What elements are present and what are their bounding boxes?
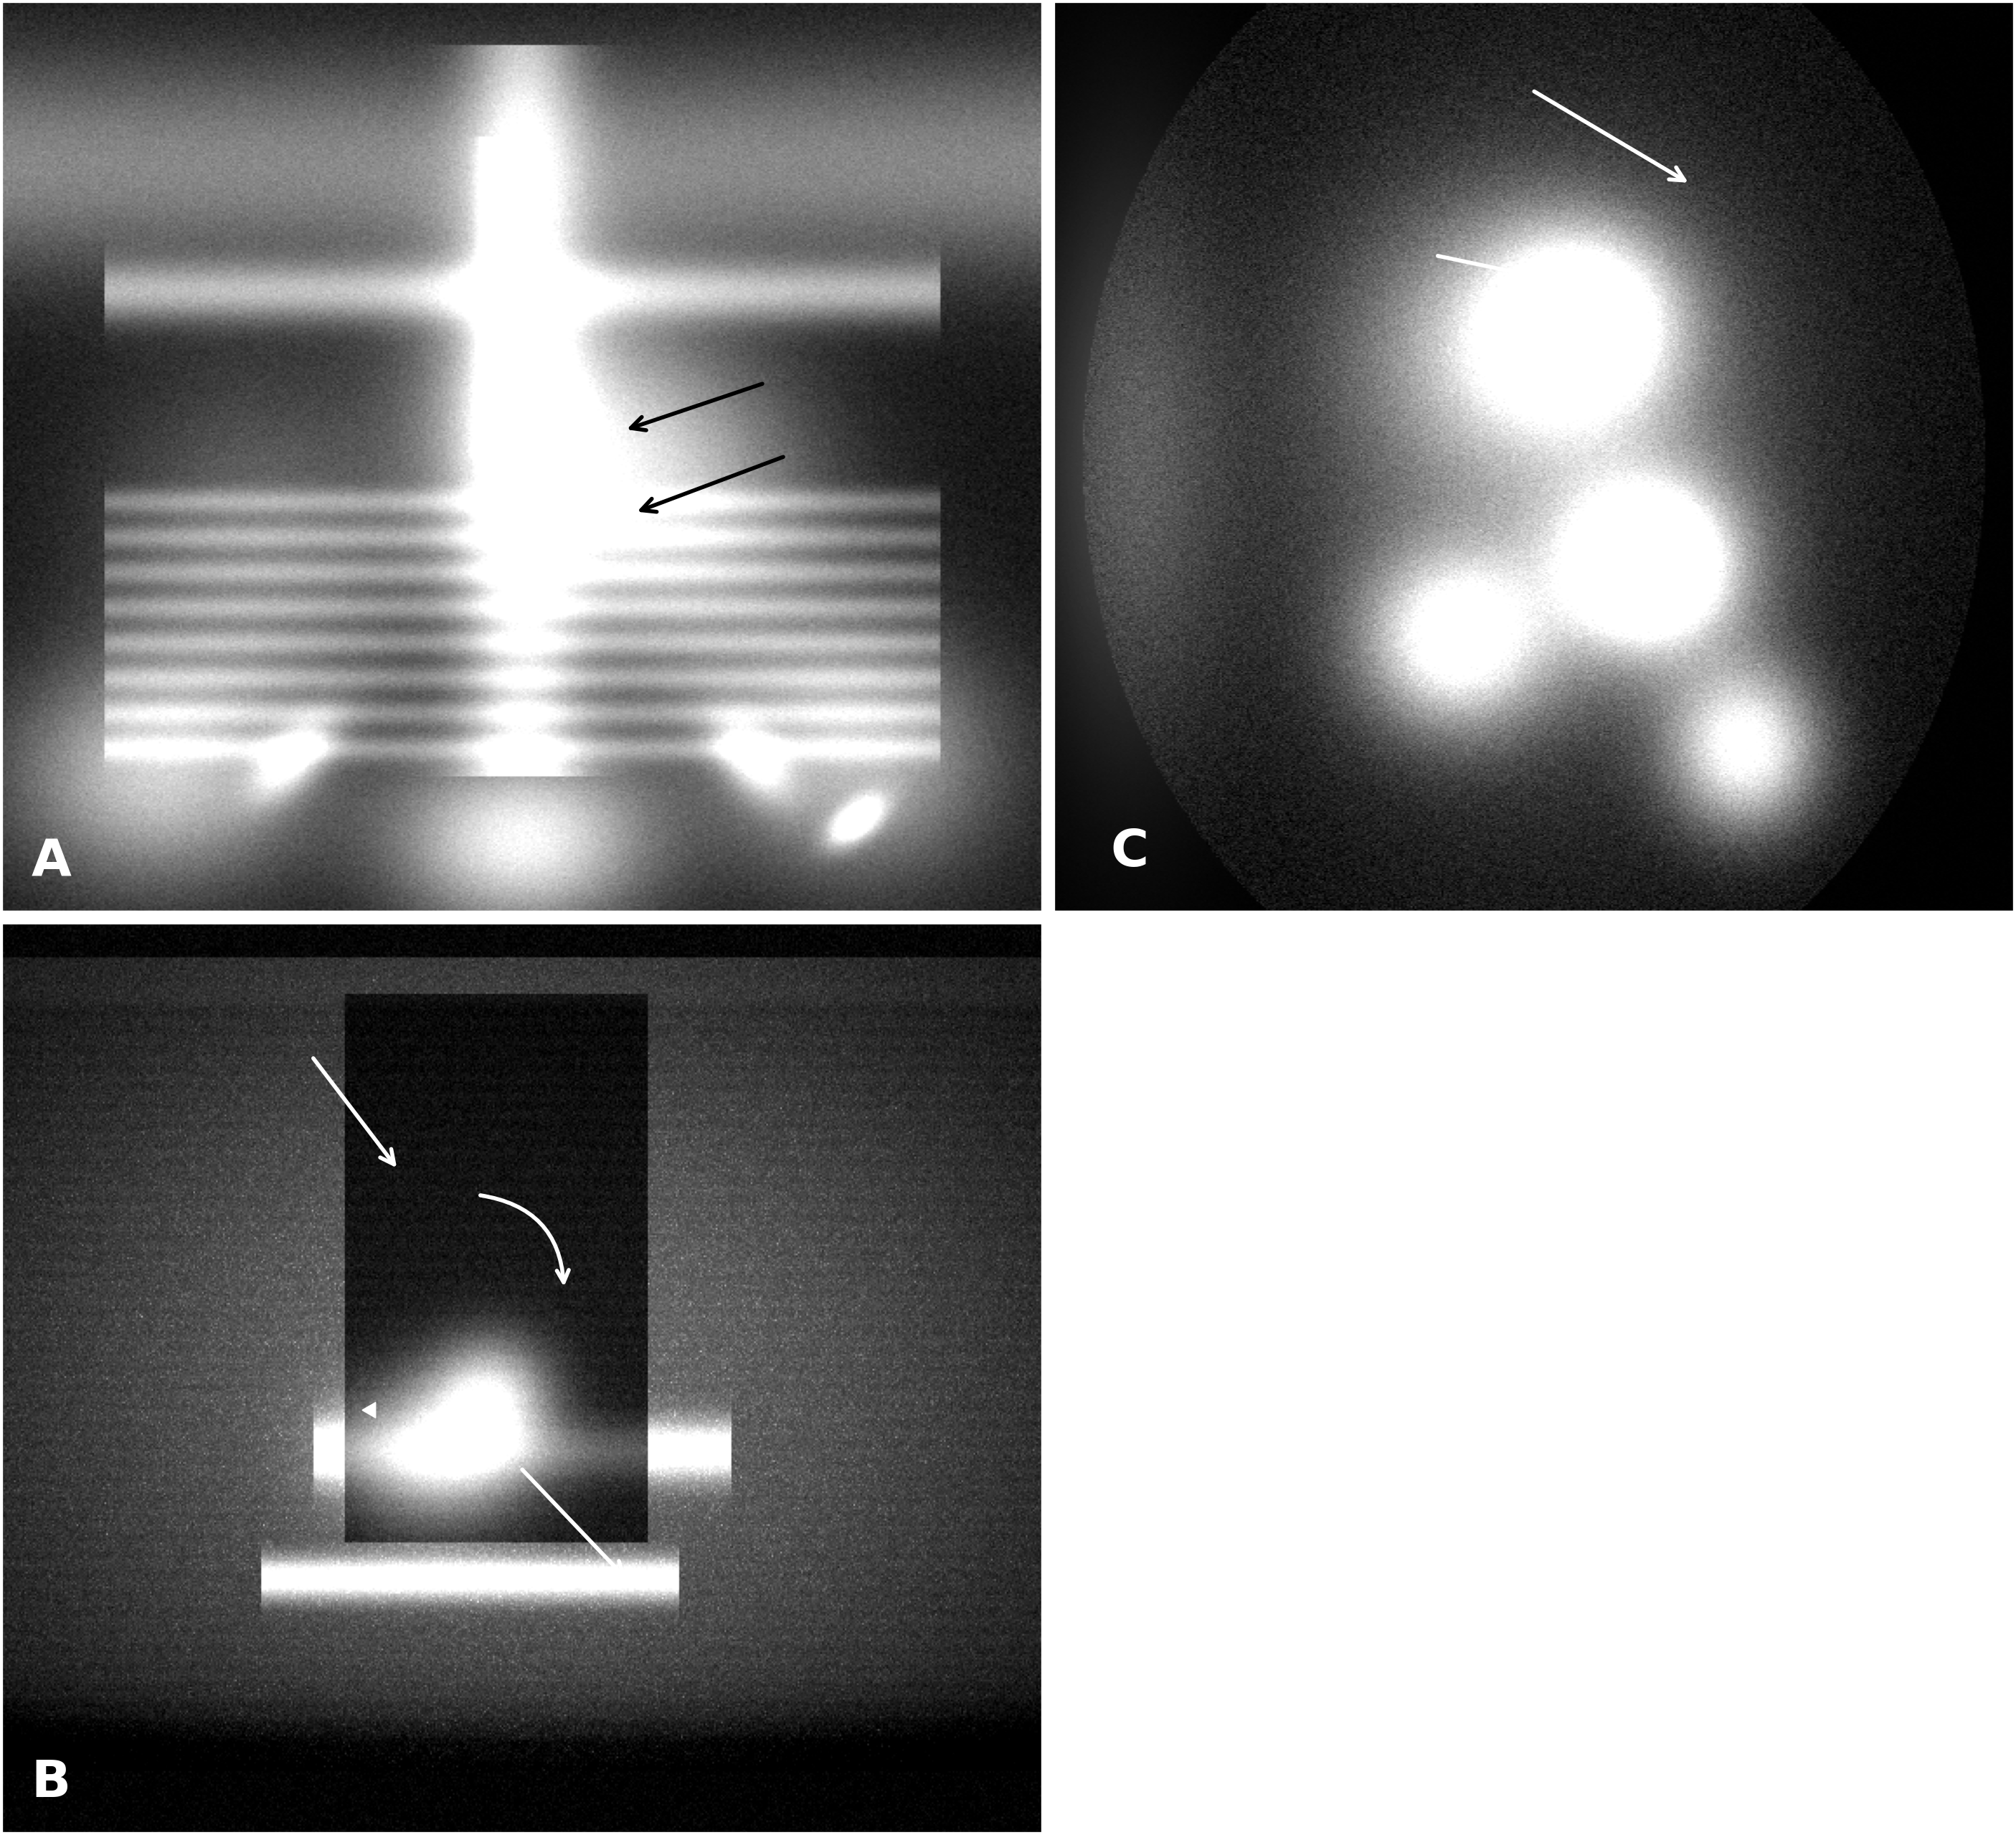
Text: C: C [1111, 828, 1149, 877]
Text: B: B [32, 1758, 71, 1807]
Text: A: A [32, 837, 71, 886]
